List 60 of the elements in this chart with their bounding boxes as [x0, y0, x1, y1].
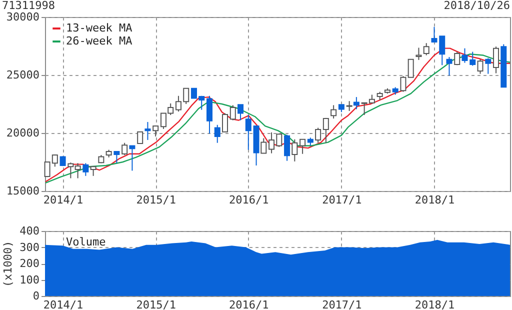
candlestick — [90, 166, 96, 176]
y-tick-label: 100 — [20, 273, 40, 286]
candlestick — [423, 42, 430, 56]
candlestick — [346, 100, 352, 112]
candlestick — [315, 127, 322, 144]
candlestick — [284, 134, 290, 162]
candlestick — [353, 96, 360, 110]
y-axis-title: (x1000) — [2, 240, 15, 288]
candlestick — [206, 95, 212, 134]
x-tick-label: 2016/1 — [229, 298, 269, 310]
candlestick — [129, 145, 136, 172]
candlestick — [400, 76, 406, 92]
y-tick-label: 30000 — [6, 10, 40, 24]
x-tick-label: 2017/1 — [322, 298, 362, 310]
x-tick-label: 2018/1 — [414, 194, 455, 206]
candlestick — [222, 112, 228, 132]
candlestick — [439, 36, 446, 66]
y-tick-label: 300 — [20, 240, 40, 254]
y-tick-label: 400 — [20, 224, 40, 238]
y-tick-label: 20000 — [6, 126, 40, 140]
candlestick — [470, 51, 476, 66]
x-tick-label: 2017/1 — [322, 194, 362, 206]
legend-label: 26-week MA — [66, 34, 133, 48]
x-tick-label: 2014/1 — [43, 298, 84, 310]
candlestick — [260, 138, 267, 154]
legend-label: 13-week MA — [66, 22, 133, 34]
candlestick — [82, 162, 89, 176]
candlestick — [477, 58, 484, 74]
candlestick — [454, 51, 460, 66]
x-tick-label: 2014/1 — [43, 194, 84, 206]
candlestick — [122, 142, 128, 156]
candlestick — [330, 104, 337, 119]
y-tick-label: 25000 — [6, 68, 40, 82]
x-tick-label: 2015/1 — [136, 298, 176, 310]
candlestick — [446, 56, 452, 76]
y-tick-label: 15000 — [6, 184, 40, 198]
candlestick — [485, 58, 492, 74]
chart-subtitle: 2018/10/26 — [444, 0, 510, 12]
candlestick — [245, 114, 252, 150]
x-tick-label: 2018/1 — [414, 298, 455, 310]
candlestick — [114, 151, 120, 164]
candlestick — [230, 104, 236, 121]
series-label: Volume — [66, 236, 106, 248]
candlestick — [493, 46, 500, 74]
candlestick — [416, 47, 422, 60]
candlestick — [144, 121, 151, 140]
candlestick — [322, 117, 329, 144]
candlestick — [431, 26, 438, 42]
candlestick — [408, 58, 414, 78]
y-tick-label: 200 — [20, 257, 40, 270]
x-tick-label: 2015/1 — [136, 194, 176, 206]
x-tick-label: 2016/1 — [229, 194, 269, 206]
candlestick — [292, 138, 298, 162]
y-tick-label: 0 — [32, 290, 40, 302]
candlestick — [238, 104, 244, 121]
candlestick — [214, 124, 220, 144]
candlestick — [137, 131, 144, 144]
candlestick — [300, 138, 306, 154]
candlestick — [462, 48, 468, 64]
chart-title: 71311998 — [2, 0, 55, 12]
